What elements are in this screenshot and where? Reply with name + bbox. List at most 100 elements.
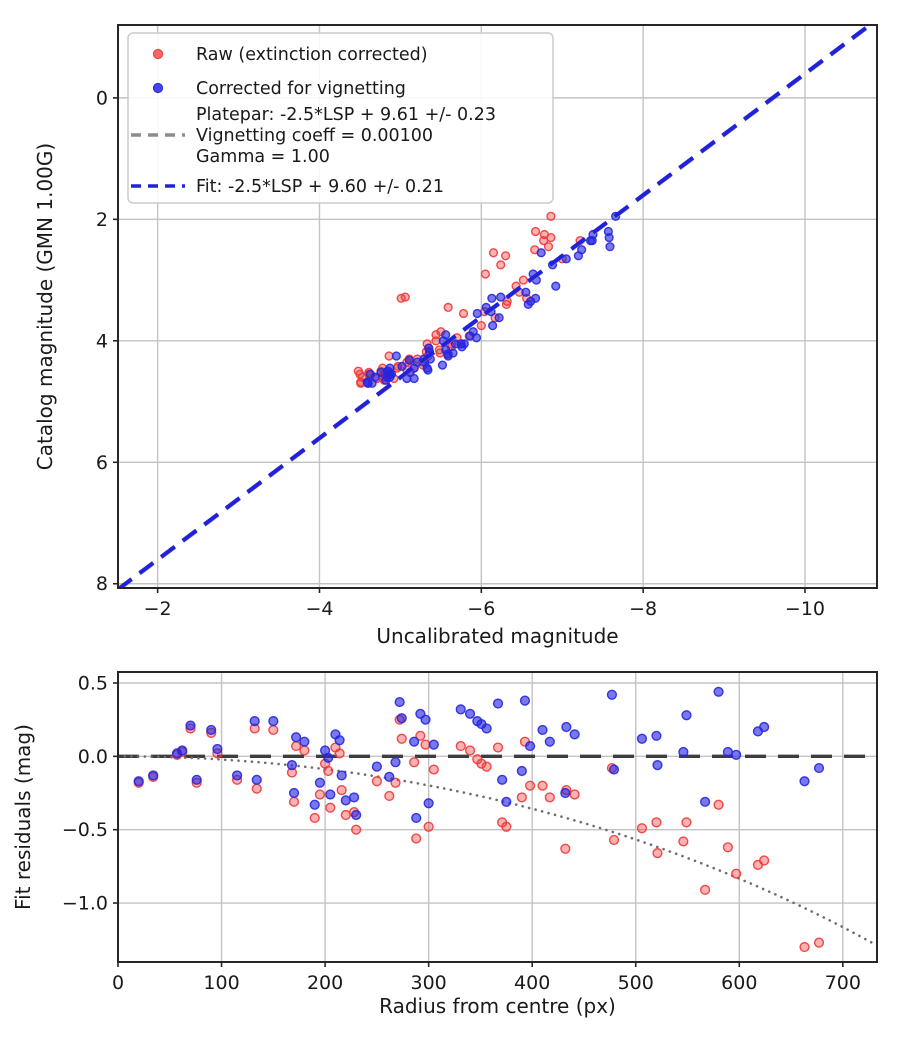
data-point bbox=[397, 361, 407, 371]
data-point bbox=[603, 226, 613, 237]
data-point bbox=[731, 868, 742, 879]
data-point bbox=[544, 792, 555, 803]
data-point bbox=[481, 761, 492, 772]
data-point bbox=[291, 732, 302, 743]
data-point bbox=[636, 823, 648, 834]
data-point bbox=[496, 260, 506, 270]
x-tick-label: −2 bbox=[144, 598, 172, 620]
legend-fit-label: Fit: -2.5*LSP + 9.60 +/- 0.21 bbox=[196, 177, 444, 197]
data-point bbox=[363, 378, 373, 388]
raw-points-top bbox=[353, 211, 585, 388]
fit-line bbox=[118, 25, 874, 588]
data-point bbox=[323, 765, 334, 777]
data-point bbox=[813, 762, 825, 774]
x-tick-label: 100 bbox=[203, 972, 239, 994]
data-point bbox=[700, 796, 711, 807]
legend-platepar-label: Platepar: -2.5*LSP + 9.61 +/- 0.23 bbox=[196, 105, 496, 125]
x-tick-label: 400 bbox=[514, 972, 550, 994]
data-point bbox=[678, 836, 689, 847]
data-point bbox=[370, 372, 380, 382]
data-point bbox=[543, 242, 554, 252]
data-point bbox=[516, 792, 527, 803]
data-point bbox=[537, 780, 548, 791]
x-tick-label: 0 bbox=[112, 972, 124, 994]
data-point bbox=[423, 821, 434, 832]
x-tick-label: −4 bbox=[305, 598, 333, 620]
data-point bbox=[722, 746, 733, 758]
data-point bbox=[309, 799, 320, 810]
data-point bbox=[390, 757, 401, 768]
data-point bbox=[353, 366, 363, 376]
data-point bbox=[455, 704, 466, 715]
data-point bbox=[652, 848, 663, 859]
data-point bbox=[799, 776, 810, 787]
y-tick-label: 0.0 bbox=[78, 746, 108, 768]
data-point bbox=[428, 764, 439, 775]
data-point bbox=[314, 777, 326, 788]
data-point bbox=[404, 355, 414, 365]
data-point bbox=[309, 812, 320, 824]
data-point bbox=[455, 740, 466, 752]
data-point bbox=[681, 710, 692, 721]
data-point bbox=[713, 686, 724, 697]
data-point bbox=[488, 248, 499, 258]
data-point bbox=[396, 713, 407, 724]
bottom-yaxis-label: Fit residuals (mag) bbox=[11, 724, 35, 910]
y-tick-label: 8 bbox=[96, 573, 108, 595]
corrected-points-top bbox=[362, 211, 621, 388]
data-point bbox=[212, 743, 223, 755]
data-point bbox=[334, 735, 345, 746]
data-point bbox=[551, 281, 561, 291]
data-point bbox=[759, 855, 770, 866]
y-tick-label: −0.5 bbox=[62, 819, 108, 841]
data-point bbox=[371, 761, 382, 772]
data-point bbox=[336, 784, 347, 796]
data-point bbox=[299, 745, 310, 756]
data-point bbox=[652, 760, 663, 771]
x-tick-label: 200 bbox=[307, 972, 343, 994]
data-point bbox=[391, 351, 401, 361]
data-point bbox=[759, 721, 770, 733]
top-xaxis-label: Uncalibrated magnitude bbox=[376, 624, 618, 648]
data-point bbox=[501, 796, 512, 807]
data-point bbox=[431, 330, 441, 340]
top-plot-data bbox=[118, 25, 874, 588]
legend-box bbox=[127, 32, 554, 204]
data-point bbox=[348, 792, 360, 803]
data-point bbox=[494, 313, 504, 323]
data-point bbox=[458, 308, 469, 319]
data-point bbox=[496, 292, 506, 302]
x-tick-label: −8 bbox=[629, 598, 657, 620]
data-point bbox=[464, 708, 476, 719]
data-point bbox=[177, 745, 188, 756]
data-point bbox=[516, 765, 527, 777]
data-point bbox=[560, 787, 571, 799]
x-tick-label: −6 bbox=[467, 598, 495, 620]
data-point bbox=[560, 843, 571, 854]
data-point bbox=[441, 330, 451, 340]
data-point bbox=[437, 360, 448, 370]
data-point bbox=[314, 789, 326, 800]
data-point bbox=[608, 764, 620, 775]
data-point bbox=[605, 242, 615, 252]
axes-frame bbox=[117, 671, 878, 963]
data-point bbox=[420, 714, 431, 725]
data-point bbox=[420, 739, 431, 750]
data-point bbox=[678, 746, 689, 758]
data-point bbox=[191, 774, 202, 785]
axes-frame bbox=[117, 24, 878, 589]
data-point bbox=[384, 790, 395, 802]
data-point bbox=[394, 696, 405, 708]
data-point bbox=[288, 796, 300, 807]
y-tick-label: 0 bbox=[96, 87, 108, 109]
data-point bbox=[286, 760, 298, 771]
corrected-points-bottom bbox=[133, 686, 825, 824]
data-point bbox=[481, 723, 492, 734]
data-point bbox=[546, 232, 556, 243]
data-point bbox=[561, 721, 572, 733]
data-point bbox=[536, 248, 546, 258]
data-point bbox=[731, 749, 742, 760]
data-point bbox=[336, 770, 347, 781]
data-point bbox=[544, 736, 555, 747]
